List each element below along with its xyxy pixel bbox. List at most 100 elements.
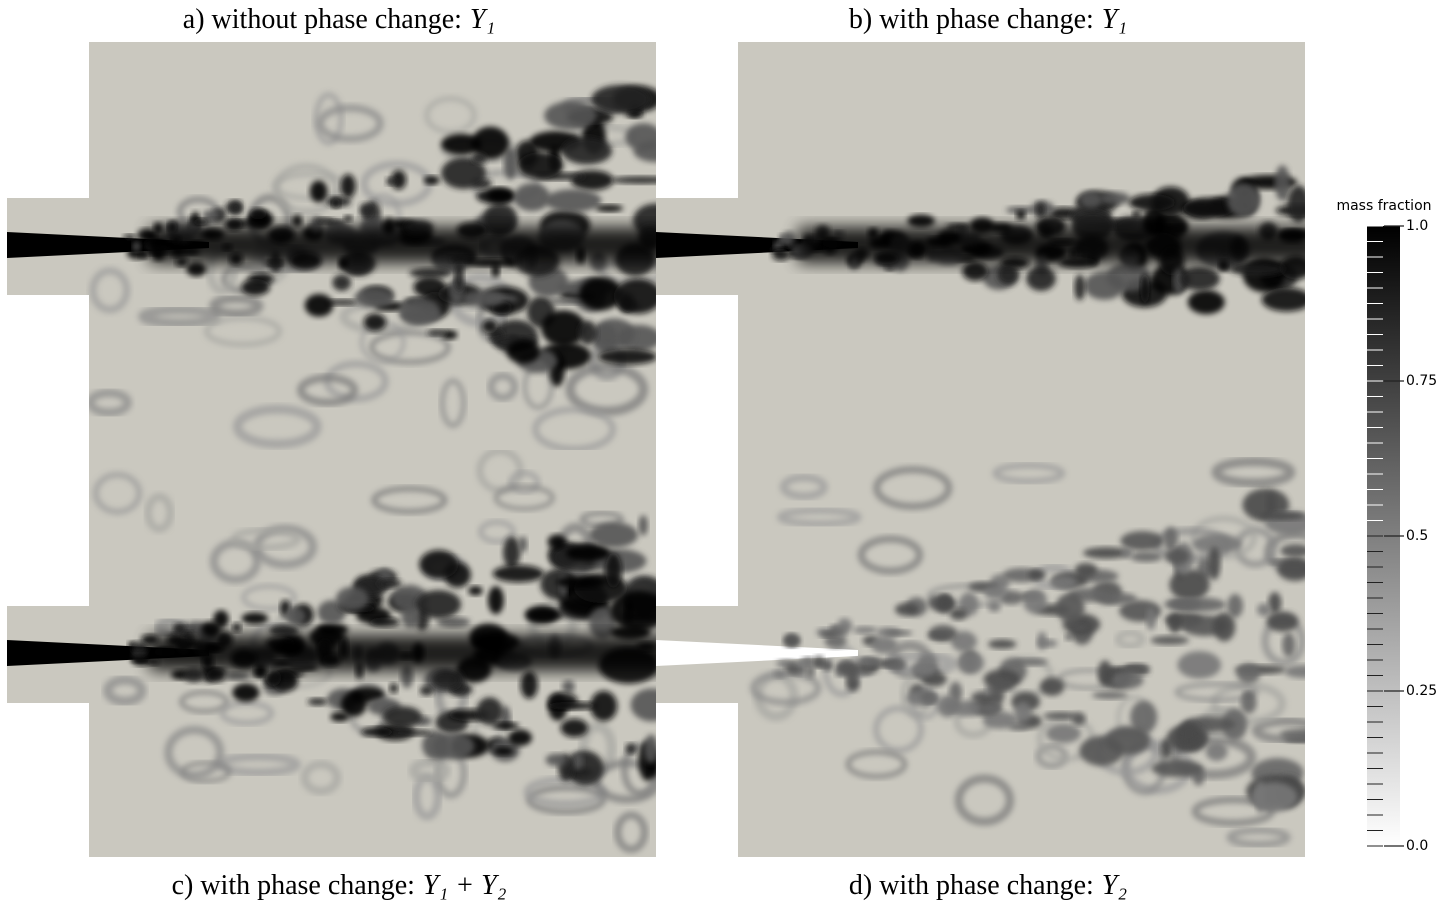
vortex	[138, 305, 222, 328]
vortex	[92, 471, 143, 515]
eddy	[1168, 613, 1182, 634]
eddy	[1227, 182, 1261, 217]
eddy	[492, 722, 520, 730]
vortex	[316, 104, 384, 143]
eddy	[541, 310, 586, 347]
eddy	[1151, 759, 1204, 778]
eddy	[982, 711, 1018, 729]
eddy	[1016, 210, 1026, 220]
eddy	[928, 625, 958, 642]
eddy	[202, 209, 220, 221]
vortex	[992, 462, 1066, 485]
eddy	[806, 663, 815, 679]
caption-symbol: Y₁ + Y₂	[423, 870, 507, 901]
eddy	[1177, 651, 1222, 679]
eddy	[1074, 274, 1085, 301]
eddy	[638, 515, 648, 536]
jet-core	[656, 232, 858, 258]
vortex	[1170, 735, 1257, 780]
eddy	[1192, 533, 1242, 554]
eddy	[1046, 723, 1081, 744]
eddy	[1165, 548, 1190, 565]
vortex	[300, 760, 342, 796]
eddy	[1035, 202, 1046, 218]
vortex	[89, 267, 131, 314]
eddy	[1091, 691, 1129, 700]
panel-caption: d) with phase change: Y₂	[849, 870, 1127, 901]
eddy	[284, 606, 306, 626]
eddy	[962, 261, 989, 281]
eddy	[230, 200, 242, 214]
eddy	[1008, 723, 1029, 731]
eddy	[772, 248, 790, 261]
eddy	[1279, 728, 1305, 740]
eddy	[130, 655, 152, 663]
eddy	[556, 575, 607, 589]
eddy	[432, 732, 475, 760]
eddy	[1140, 273, 1150, 304]
eddy	[1130, 700, 1158, 734]
eddy	[520, 671, 538, 699]
eddy	[1208, 546, 1221, 580]
eddy	[937, 694, 959, 718]
eddy	[524, 605, 559, 624]
eddy	[431, 670, 461, 690]
vortex	[164, 725, 225, 780]
eddy	[1179, 266, 1220, 291]
eddy	[454, 262, 464, 293]
eddy	[589, 522, 639, 548]
eddy	[492, 565, 545, 583]
eddy	[1071, 623, 1088, 631]
eddy	[1014, 658, 1048, 666]
eddy	[186, 262, 207, 277]
caption-label: b) with phase change:	[849, 4, 1094, 35]
eddy	[859, 656, 883, 667]
vortex	[369, 330, 451, 365]
eddy	[1128, 194, 1176, 211]
vortex	[103, 675, 147, 707]
eddy	[1055, 593, 1085, 622]
eddy	[518, 536, 528, 553]
panel-caption: b) with phase change: Y₁	[849, 4, 1127, 35]
eddy	[206, 668, 227, 682]
eddy	[1274, 165, 1290, 201]
colorbar-title: mass fraction	[1336, 198, 1431, 214]
eddy	[224, 672, 250, 680]
eddy	[369, 617, 401, 627]
eddy	[984, 585, 1007, 600]
eddy	[1266, 611, 1299, 632]
eddy	[183, 668, 205, 683]
eddy	[781, 231, 796, 247]
vortex	[424, 96, 477, 135]
eddy	[1122, 665, 1150, 673]
panel	[7, 42, 656, 450]
eddy	[1163, 526, 1178, 551]
eddy	[482, 319, 498, 334]
eddy	[592, 323, 619, 353]
eddy	[1150, 635, 1190, 645]
vortex	[478, 519, 516, 545]
eddy	[398, 297, 440, 326]
eddy	[506, 339, 541, 364]
jet-band	[798, 227, 1305, 263]
jet-band	[149, 635, 656, 671]
vortex	[313, 92, 344, 146]
eddy	[560, 718, 589, 738]
eddy	[988, 600, 1001, 613]
eddy	[340, 174, 356, 199]
eddy	[598, 348, 656, 365]
eddy	[427, 329, 448, 337]
eddy	[123, 234, 137, 241]
panel-caption: c) with phase change: Y₁ + Y₂	[172, 870, 507, 901]
eddy	[956, 651, 985, 675]
eddy	[126, 246, 147, 260]
eddy	[784, 634, 801, 647]
eddy	[950, 631, 977, 652]
eddy	[401, 606, 420, 628]
colorbar-tick-label: 0.75	[1406, 373, 1437, 389]
eddy	[949, 608, 968, 621]
eddy	[595, 204, 624, 212]
eddy	[382, 706, 423, 728]
eddy	[132, 241, 141, 252]
eddy	[773, 670, 787, 679]
